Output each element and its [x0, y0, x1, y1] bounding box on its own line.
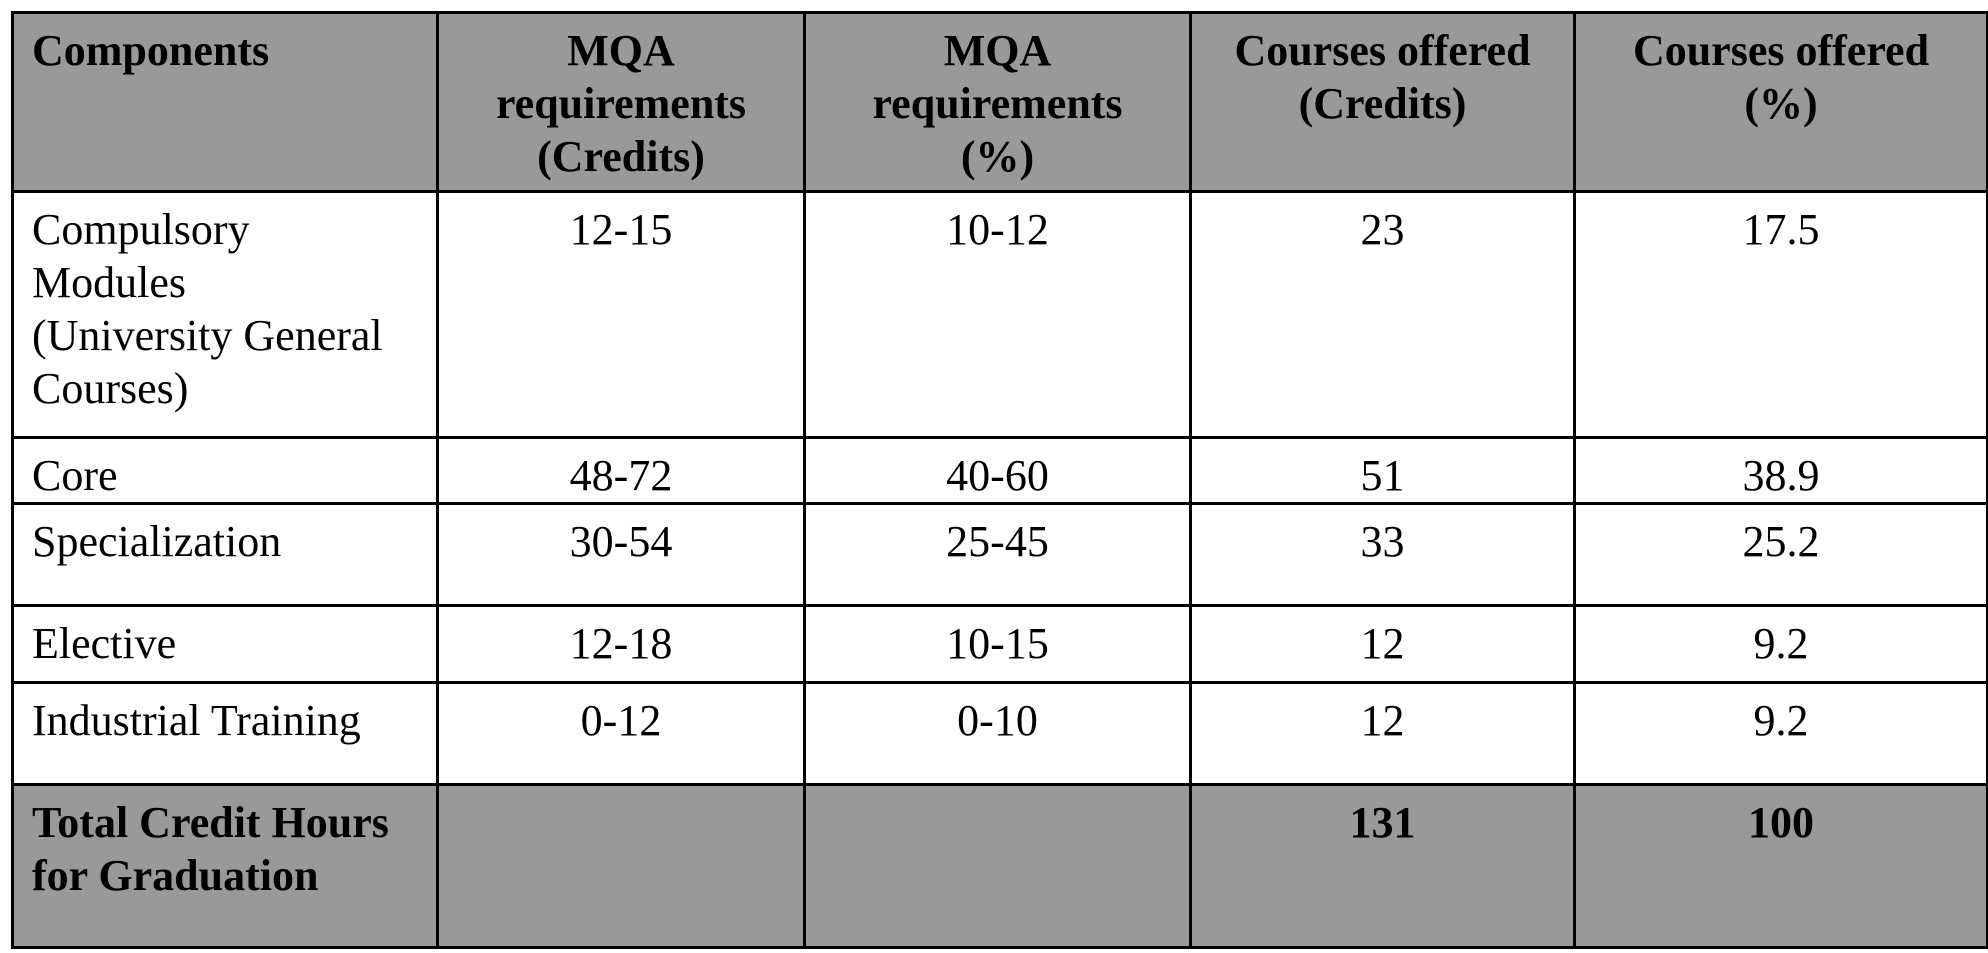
component-name: Compulsory Modules (University General C…: [32, 205, 383, 413]
component-cell: Core: [11, 436, 439, 505]
header-components-label: Components: [32, 26, 270, 75]
component-cell: Elective: [11, 604, 439, 684]
offered-credits-cell: 23: [1189, 190, 1576, 439]
mqa-credits-cell: 12-15: [436, 190, 806, 439]
offered-credits-cell: 12: [1189, 681, 1576, 786]
mqa-percent-cell: 40-60: [803, 436, 1192, 505]
offered-percent-cell: 9.2: [1573, 681, 1988, 786]
table-row: Core 48-72 40-60 51 38.9: [11, 436, 1988, 505]
header-mqa-percent: MQA requirements (%): [803, 11, 1192, 193]
offered-credits-cell: 33: [1189, 502, 1576, 607]
mqa-percent-cell: 10-15: [803, 604, 1192, 684]
header-offered-credits: Courses offered (Credits): [1189, 11, 1576, 193]
total-label-cell: Total Credit Hours for Graduation: [11, 783, 439, 949]
total-mqa-credits-cell: [436, 783, 806, 949]
offered-credits-cell: 51: [1189, 436, 1576, 505]
table-row: Compulsory Modules (University General C…: [11, 190, 1988, 439]
mqa-percent-cell: 25-45: [803, 502, 1192, 607]
table-row: Industrial Training 0-12 0-10 12 9.2: [11, 681, 1988, 786]
header-mqa-percent-label: MQA requirements (%): [872, 26, 1123, 181]
component-cell: Compulsory Modules (University General C…: [11, 190, 439, 439]
mqa-percent-cell: 0-10: [803, 681, 1192, 786]
component-name: Core: [32, 451, 118, 500]
component-name: Industrial Training: [32, 696, 361, 745]
offered-percent-cell: 17.5: [1573, 190, 1988, 439]
mqa-percent-cell: 10-12: [803, 190, 1192, 439]
mqa-credits-cell: 0-12: [436, 681, 806, 786]
component-name: Elective: [32, 619, 177, 668]
header-mqa-credits: MQA requirements (Credits): [436, 11, 806, 193]
table-header-row: Components MQA requirements (Credits) MQ…: [11, 11, 1988, 193]
total-label: Total Credit Hours for Graduation: [32, 798, 389, 900]
total-offered-percent-cell: 100: [1573, 783, 1988, 949]
offered-percent-cell: 9.2: [1573, 604, 1988, 684]
total-row: Total Credit Hours for Graduation 131 10…: [11, 783, 1988, 949]
header-offered-credits-label: Courses offered (Credits): [1234, 26, 1531, 128]
offered-credits-cell: 12: [1189, 604, 1576, 684]
mqa-credits-cell: 30-54: [436, 502, 806, 607]
total-offered-credits-cell: 131: [1189, 783, 1576, 949]
table-row: Elective 12-18 10-15 12 9.2: [11, 604, 1988, 684]
component-name: Specialization: [32, 517, 282, 566]
mqa-credits-cell: 12-18: [436, 604, 806, 684]
header-mqa-credits-label: MQA requirements (Credits): [495, 26, 747, 181]
component-cell: Specialization: [11, 502, 439, 607]
mqa-credits-cell: 48-72: [436, 436, 806, 505]
credit-requirements-table: Components MQA requirements (Credits) MQ…: [11, 11, 1988, 949]
total-mqa-percent-cell: [803, 783, 1192, 949]
offered-percent-cell: 25.2: [1573, 502, 1988, 607]
component-cell: Industrial Training: [11, 681, 439, 786]
table-row: Specialization 30-54 25-45 33 25.2: [11, 502, 1988, 607]
offered-percent-cell: 38.9: [1573, 436, 1988, 505]
header-offered-percent-label: Courses offered (%): [1632, 26, 1930, 128]
header-offered-percent: Courses offered (%): [1573, 11, 1988, 193]
header-components: Components: [11, 11, 439, 193]
